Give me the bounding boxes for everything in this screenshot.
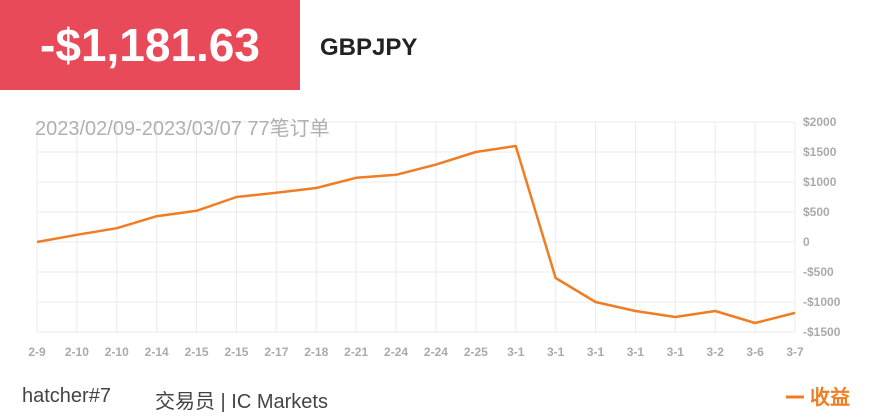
y-tick-label: $1000	[803, 175, 837, 189]
x-tick-label: 2-15	[224, 345, 248, 359]
x-tick-label: 3-1	[667, 345, 685, 359]
y-tick-label: $500	[803, 205, 830, 219]
x-tick-label: 2-24	[424, 345, 448, 359]
y-tick-label: $2000	[803, 115, 837, 129]
x-tick-label: 3-1	[587, 345, 605, 359]
trader-role: 交易员 | IC Markets	[155, 391, 328, 413]
symbol: GBPJPY	[320, 34, 418, 61]
x-tick-label: 2-17	[264, 345, 288, 359]
x-tick-label: 2-10	[105, 345, 129, 359]
x-tick-label: 2-18	[304, 345, 328, 359]
trader-name: hatcher#7	[22, 385, 111, 407]
x-tick-label: 3-6	[746, 345, 764, 359]
y-tick-label: -$500	[803, 265, 834, 279]
x-tick-label: 3-1	[547, 345, 565, 359]
y-tick-label: -$1000	[803, 295, 841, 309]
x-tick-label: 2-14	[145, 345, 169, 359]
x-tick-label: 3-1	[627, 345, 645, 359]
y-tick-label: -$1500	[803, 325, 841, 339]
x-tick-label: 2-21	[344, 345, 368, 359]
x-tick-label: 3-7	[786, 345, 804, 359]
x-tick-label: 3-1	[507, 345, 525, 359]
x-tick-label: 2-10	[65, 345, 89, 359]
x-tick-label: 2-9	[28, 345, 46, 359]
y-tick-label: 0	[803, 235, 810, 249]
x-tick-label: 2-25	[464, 345, 488, 359]
y-tick-label: $1500	[803, 145, 837, 159]
x-tick-label: 3-2	[707, 345, 725, 359]
profit-amount: -$1,181.63	[0, 0, 300, 90]
subtitle: 2023/02/09-2023/03/07 77笔订单	[35, 117, 330, 140]
profit-line	[36, 144, 796, 325]
x-tick-label: 2-24	[384, 345, 408, 359]
x-tick-label: 2-15	[185, 345, 209, 359]
legend-label: 收益	[810, 385, 850, 409]
